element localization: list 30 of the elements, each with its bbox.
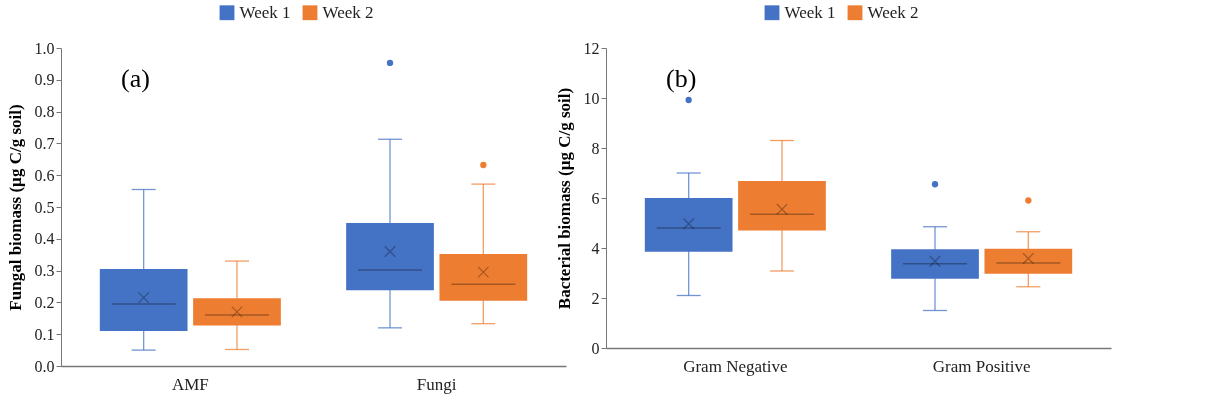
y-tick-label: 4 [591,239,600,257]
x-tick-label: Fungi [416,374,457,394]
y-tick-label: 0.8 [34,103,55,121]
y-tick-label: 6 [591,189,600,207]
annotation: (b) [666,64,697,93]
legend-label: Week 1 [239,2,291,22]
y-tick-label: 0.6 [34,166,55,184]
legend-label: Week 2 [867,2,919,22]
y-tick-label: 8 [591,139,600,157]
legend-label: Week 1 [784,2,836,22]
y-tick-label: 0.5 [34,198,55,216]
legend-label: Week 2 [322,2,374,22]
x-tick-label: AMF [171,374,209,394]
y-tick-label: 0.0 [34,357,55,375]
y-tick-label: 0.9 [34,71,55,89]
y-tick-label: 0.1 [34,325,55,343]
annotation: (a) [121,64,150,93]
x-tick-label: Gram Positive [932,356,1031,376]
y-tick-label: 0.7 [34,134,55,152]
y-axis-title: Bacterial biomass (µg C/g soil) [554,87,574,310]
y-tick-label: 0.4 [34,230,55,248]
y-tick-label: 0.2 [34,293,55,311]
y-axis-title: Fungal biomass (µg C/g soil) [5,104,25,311]
y-tick-label: 12 [583,39,600,57]
y-tick-label: 1.0 [34,39,55,57]
y-tick-label: 2 [591,289,600,307]
y-tick-label: 0.3 [34,262,55,280]
x-tick-label: Gram Negative [683,356,788,376]
y-tick-label: 10 [583,89,600,107]
y-tick-label: 0 [591,339,600,357]
